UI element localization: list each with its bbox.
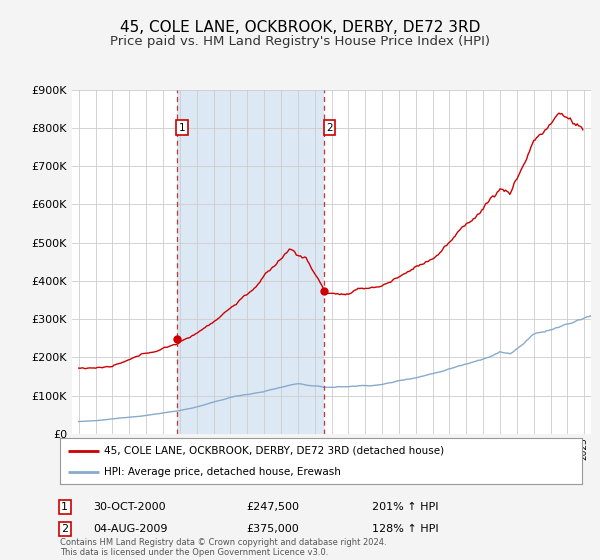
Text: £247,500: £247,500 bbox=[246, 502, 299, 512]
Text: 30-OCT-2000: 30-OCT-2000 bbox=[93, 502, 166, 512]
Text: 1: 1 bbox=[61, 502, 68, 512]
Text: 128% ↑ HPI: 128% ↑ HPI bbox=[372, 524, 439, 534]
Text: 2: 2 bbox=[326, 123, 333, 133]
Text: 201% ↑ HPI: 201% ↑ HPI bbox=[372, 502, 439, 512]
Text: Price paid vs. HM Land Registry's House Price Index (HPI): Price paid vs. HM Land Registry's House … bbox=[110, 35, 490, 48]
Bar bbox=[177, 90, 325, 434]
Text: 1: 1 bbox=[179, 123, 185, 133]
Text: 45, COLE LANE, OCKBROOK, DERBY, DE72 3RD (detached house): 45, COLE LANE, OCKBROOK, DERBY, DE72 3RD… bbox=[104, 446, 445, 456]
Text: 45, COLE LANE, OCKBROOK, DERBY, DE72 3RD: 45, COLE LANE, OCKBROOK, DERBY, DE72 3RD bbox=[120, 20, 480, 35]
Text: Contains HM Land Registry data © Crown copyright and database right 2024.
This d: Contains HM Land Registry data © Crown c… bbox=[60, 538, 386, 557]
Text: £375,000: £375,000 bbox=[246, 524, 299, 534]
Text: 2: 2 bbox=[61, 524, 68, 534]
Text: HPI: Average price, detached house, Erewash: HPI: Average price, detached house, Erew… bbox=[104, 467, 341, 477]
Text: 04-AUG-2009: 04-AUG-2009 bbox=[93, 524, 167, 534]
